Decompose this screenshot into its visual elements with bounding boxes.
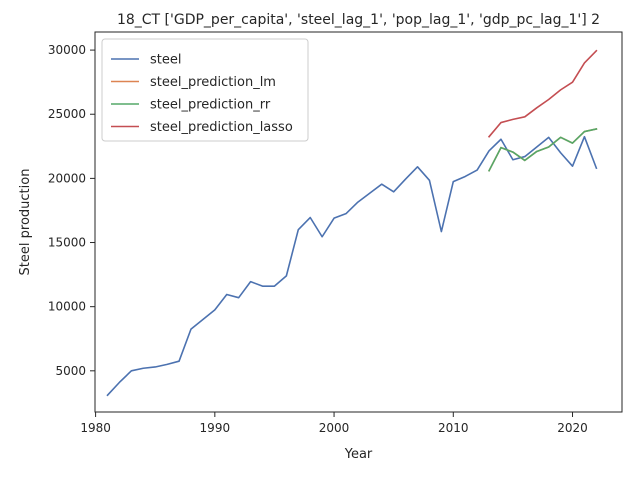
- y-tick-label: 25000: [48, 107, 86, 121]
- x-axis: 1980 1990 2000 2010 2020: [80, 412, 588, 435]
- x-tick-label: 2010: [438, 421, 469, 435]
- y-tick-label: 10000: [48, 300, 86, 314]
- legend: steel steel_prediction_lm steel_prediction…: [101, 38, 309, 142]
- y-axis-label: Steel production: [18, 169, 33, 276]
- y-tick-label: 20000: [48, 171, 86, 185]
- y-tick-label: 5000: [55, 364, 86, 378]
- y-tick-label: 15000: [48, 236, 86, 250]
- series-layer: [106, 49, 598, 397]
- chart-title: 18_CT ['GDP_per_capita', 'steel_lag_1', …: [117, 12, 600, 28]
- x-tick-label: 2020: [557, 421, 588, 435]
- y-axis: 5000 10000 15000 20000 25000 30000: [48, 43, 95, 378]
- legend-label: steel_prediction_lasso: [150, 120, 293, 135]
- y-tick-label: 30000: [48, 43, 86, 57]
- x-tick-label: 1980: [80, 421, 111, 435]
- legend-label: steel_prediction_lm: [150, 75, 276, 90]
- series-line-steel-prediction-rr: [487, 128, 598, 172]
- series-line-steel: [106, 135, 598, 397]
- legend-label: steel_prediction_rr: [150, 98, 271, 113]
- plot-area-frame: [94, 31, 623, 413]
- x-axis-label: Year: [344, 447, 373, 462]
- x-tick-label: 1990: [200, 421, 231, 435]
- series-line-steel-prediction-lasso: [487, 49, 598, 138]
- legend-box: [101, 38, 309, 142]
- x-tick-label: 2000: [319, 421, 350, 435]
- legend-label: steel: [150, 53, 181, 68]
